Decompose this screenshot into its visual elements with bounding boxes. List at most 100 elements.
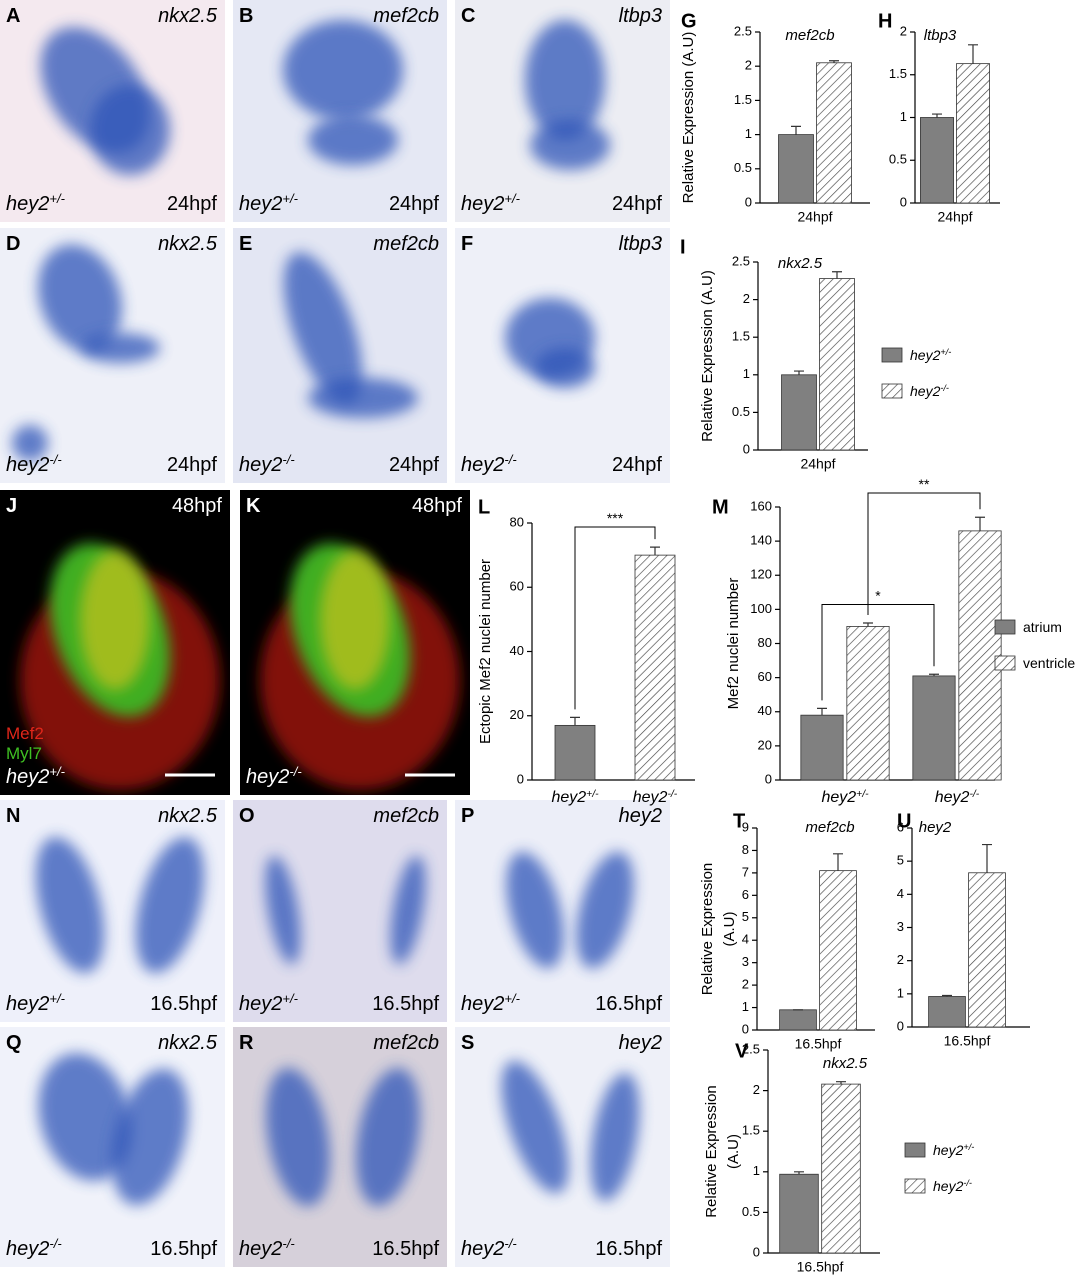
panel-letter: J xyxy=(6,495,17,517)
bar xyxy=(781,374,817,451)
panel-letter: N xyxy=(6,805,20,827)
panel-letter: P xyxy=(461,805,474,827)
x-tick-label: 16.5hpf xyxy=(797,1259,844,1275)
micrograph xyxy=(0,1027,225,1267)
y-tick-label: 8 xyxy=(742,842,749,857)
y-tick-label: 3 xyxy=(742,954,749,969)
y-axis-label: Relative Expression xyxy=(703,1085,720,1218)
gene-label: nkx2.5 xyxy=(158,1032,218,1054)
legend-label-base: hey2 xyxy=(933,1178,964,1194)
chart-title: nkx2.5 xyxy=(778,255,823,272)
genotype-label-sup: +/- xyxy=(282,191,298,206)
bar xyxy=(956,63,990,204)
genotype-label-base: hey2 xyxy=(6,1238,49,1260)
stain xyxy=(356,1067,420,1207)
y-axis-label: Ectopic Mef2 nuclei number xyxy=(477,559,494,744)
legend-swatch xyxy=(994,655,1016,671)
x-tick-label-base: hey2 xyxy=(633,789,668,806)
stage-label: 16.5hpf xyxy=(150,1238,217,1260)
y-tick-label: 0 xyxy=(743,441,750,456)
genotype-label-sup: +/- xyxy=(504,991,520,1006)
genotype-label: hey2+/- xyxy=(6,991,66,1016)
y-tick-label: 60 xyxy=(758,669,772,684)
genotype-label-base: hey2 xyxy=(239,993,282,1015)
chart-title: mef2cb xyxy=(785,27,834,44)
genotype-label: hey2+/- xyxy=(461,191,521,216)
panel-letter: O xyxy=(239,805,255,827)
y-tick-label: 2.5 xyxy=(734,23,752,38)
stain xyxy=(525,20,605,140)
genotype-label-base: hey2 xyxy=(6,766,49,788)
legend-label: hey2-/- xyxy=(933,1178,972,1194)
error-bar xyxy=(791,125,801,135)
y-tick-label: 2 xyxy=(900,23,907,38)
stain-label: Mef2 xyxy=(6,724,44,743)
stage-label: 24hpf xyxy=(389,454,439,476)
panel-letter: D xyxy=(6,233,20,255)
legend-label: hey2+/- xyxy=(910,347,951,363)
x-tick-label: 24hpf xyxy=(797,209,832,225)
stain xyxy=(530,120,610,170)
stain xyxy=(506,851,564,969)
y-tick-label: 2.5 xyxy=(732,253,750,268)
genotype-label-base: hey2 xyxy=(461,193,504,215)
legend-label-sup: +/- xyxy=(940,347,951,357)
genotype-label: hey2-/- xyxy=(6,452,62,477)
chart-title: hey2 xyxy=(919,819,952,836)
stage-label: 24hpf xyxy=(612,193,662,215)
stage-label: 24hpf xyxy=(167,193,217,215)
genotype-label: hey2+/- xyxy=(6,191,66,216)
genotype-label-sup: -/- xyxy=(49,1236,62,1251)
significance-label: *** xyxy=(607,510,624,526)
panel-letter: K xyxy=(246,495,261,517)
y-tick-label: 0 xyxy=(517,771,524,786)
stain xyxy=(111,1068,189,1206)
error-bar xyxy=(932,113,942,118)
y-tick-label: 1 xyxy=(743,366,750,381)
x-tick-label-sup: -/- xyxy=(667,789,677,800)
y-tick-label: 0.5 xyxy=(732,404,750,419)
error-bar xyxy=(975,516,985,531)
bar xyxy=(819,278,855,451)
legend-label: atrium xyxy=(1023,619,1062,635)
stage-label: 16.5hpf xyxy=(150,993,217,1015)
legend-label-base: hey2 xyxy=(933,1142,964,1158)
genotype-label-base: hey2 xyxy=(6,193,49,215)
stage-label: 16.5hpf xyxy=(372,993,439,1015)
micrograph xyxy=(0,800,225,1022)
stain xyxy=(266,1067,330,1207)
stain xyxy=(90,85,170,175)
y-tick-label: 0.5 xyxy=(889,152,907,167)
gene-label: mef2cb xyxy=(373,1032,439,1054)
error-bar xyxy=(832,271,842,279)
error-bar xyxy=(794,370,804,375)
panel-letter: U xyxy=(897,810,911,832)
bar xyxy=(779,1009,817,1031)
y-tick-label: 6 xyxy=(897,819,904,834)
gene-label: hey2 xyxy=(619,805,662,827)
bar xyxy=(819,870,857,1031)
micrograph xyxy=(455,1027,670,1267)
genotype-label-sup: -/- xyxy=(504,452,517,467)
bar xyxy=(920,117,954,204)
y-tick-label: 1 xyxy=(745,126,752,141)
legend-label: hey2-/- xyxy=(910,383,949,399)
y-tick-label: 60 xyxy=(510,579,524,594)
error-bar xyxy=(836,1081,846,1085)
micrograph xyxy=(455,0,670,222)
bar xyxy=(821,1083,861,1254)
bar xyxy=(634,554,676,781)
error-bar xyxy=(817,707,827,716)
gene-label: mef2cb xyxy=(373,805,439,827)
genotype-label: hey2-/- xyxy=(461,1236,517,1261)
bar xyxy=(554,724,596,781)
genotype-label: hey2-/- xyxy=(239,1236,295,1261)
x-tick-label: 16.5hpf xyxy=(944,1033,991,1049)
y-axis-label: Relative Expression (A.U) xyxy=(680,32,697,204)
y-tick-label: 0 xyxy=(753,1244,760,1259)
x-tick-label: hey2+/- xyxy=(551,789,599,807)
panel-letter: V xyxy=(735,1040,749,1062)
y-tick-label: 2 xyxy=(742,977,749,992)
genotype-label-base: hey2 xyxy=(239,454,282,476)
